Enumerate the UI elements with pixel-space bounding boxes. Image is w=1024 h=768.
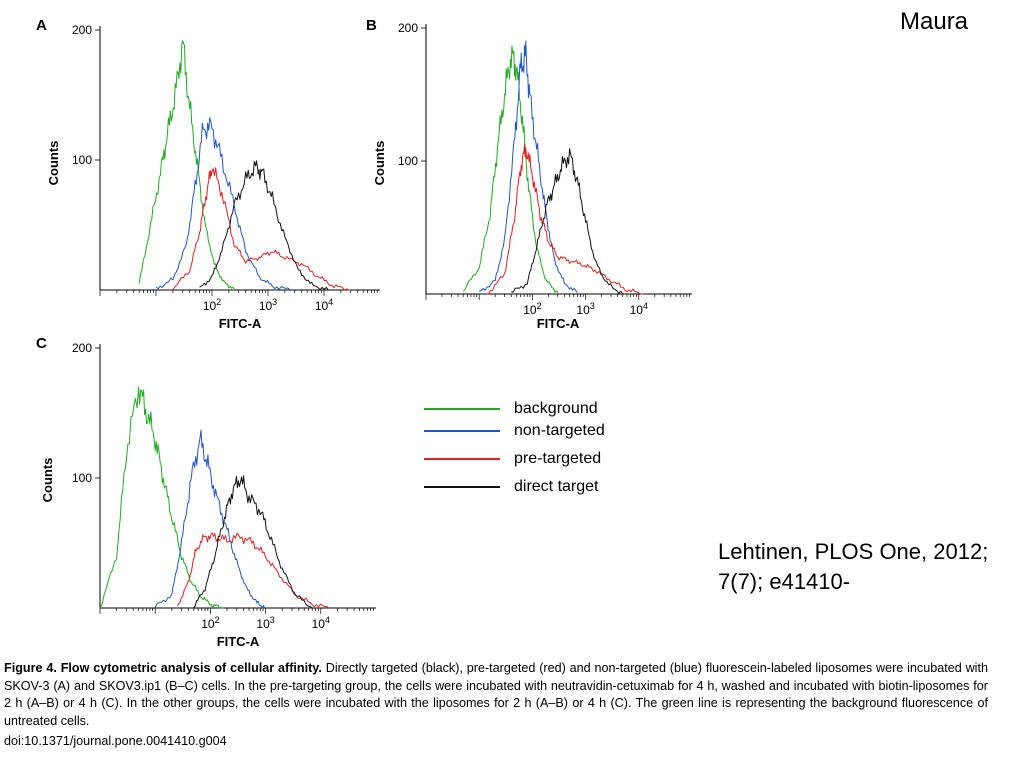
histogram-panel-b: B 100 200 102 103 104 Counts FITC-A [366,17,692,331]
x-axis-label: FITC-A [217,634,260,649]
series-line-direct-target [193,475,313,609]
legend-swatch [424,486,500,488]
series-line-background [462,45,559,294]
legend-item-non-targeted: non-targeted [422,422,682,454]
citation: Lehtinen, PLOS One, 2012; 7(7); e41410- [718,537,1018,597]
panel-letter-c: C [36,335,47,352]
histogram-panel-a: A 100 200 102 103 104 Counts FITC-A [36,17,380,331]
series-line-pre-targeted [172,167,351,291]
y-tick-label: 200 [398,21,418,35]
legend-label: pre-targeted [514,450,602,467]
y-tick-label: 100 [72,153,92,167]
series-line-non-targeted [155,117,291,291]
legend-label: direct target [514,478,599,495]
legend-item-direct-target: direct target [422,478,682,510]
y-axis-label: Counts [40,458,55,503]
panel-letter-b: B [366,17,377,34]
legend-label: non-targeted [514,422,605,439]
figure-caption: Figure 4. Flow cytometric analysis of ce… [4,660,988,730]
y-tick-label: 200 [72,341,92,355]
series-line-background [138,40,235,290]
citation-line: Lehtinen, PLOS One, 2012; [718,539,989,564]
author-tag: Maura [900,8,969,35]
legend: background non-targeted pre-targeted dir… [422,400,682,510]
series-line-pre-targeted [488,143,643,295]
y-tick-label: 200 [72,23,92,37]
series-line-direct-target [511,148,624,295]
legend-swatch [424,458,500,460]
panel-letter-a: A [36,17,47,34]
legend-label: background [514,400,598,417]
legend-swatch [424,430,500,432]
caption-body: Directly targeted (black), pre-targeted … [4,661,988,728]
x-tick-label: 102 [201,615,219,631]
doi-text: doi:10.1371/journal.pone.0041410.g004 [4,734,227,748]
series-line-non-targeted [478,40,578,293]
x-axis-label: FITC-A [219,316,262,331]
x-axis-label: FITC-A [537,316,580,331]
x-tick-label: 104 [315,297,333,313]
x-tick-label: 104 [630,301,648,317]
series-line-background [99,386,224,609]
y-tick-label: 100 [72,471,92,485]
x-tick-label: 103 [259,297,277,313]
series-line-direct-target [199,160,329,291]
y-tick-label: 100 [398,154,418,168]
x-tick-label: 104 [312,615,330,631]
citation-line: 7(7); e41410- [718,569,851,594]
x-tick-label: 103 [576,301,594,317]
legend-swatch [424,408,500,410]
y-axis-label: Counts [46,141,61,186]
legend-item-background: background [422,400,682,432]
legend-item-pre-targeted: pre-targeted [422,450,682,482]
y-axis-label: Counts [372,141,387,186]
series-line-non-targeted [154,429,266,609]
caption-title: Figure 4. Flow cytometric analysis of ce… [4,661,322,675]
x-tick-label: 102 [523,301,541,317]
x-tick-label: 102 [203,297,221,313]
histogram-panel-c: C 100 200 102 103 104 Counts FITC-A [36,335,376,649]
x-tick-label: 103 [256,615,274,631]
